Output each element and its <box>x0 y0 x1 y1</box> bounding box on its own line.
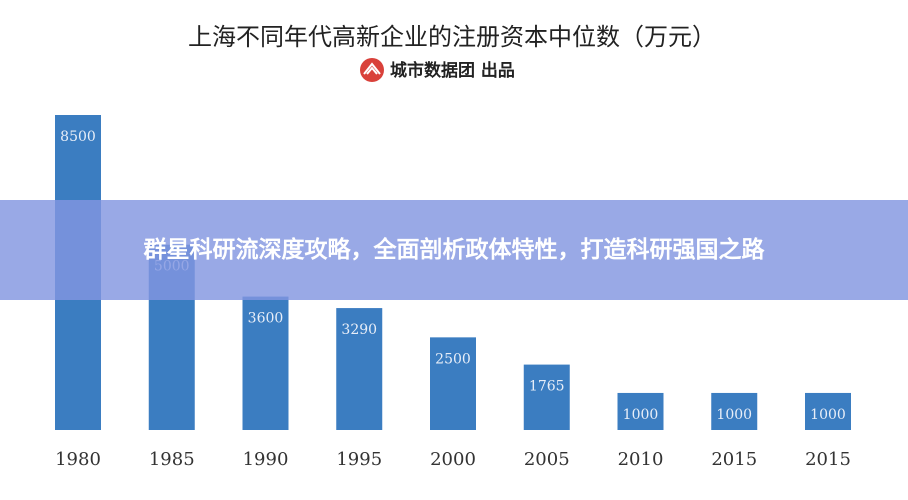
value-label: 3600 <box>248 311 284 327</box>
x-tick-label: 1985 <box>149 449 195 470</box>
x-tick-label: 2000 <box>430 449 476 470</box>
bar <box>336 308 383 430</box>
logo <box>360 58 384 82</box>
x-tick-label: 1990 <box>243 449 289 470</box>
value-label: 2500 <box>435 351 471 367</box>
overlay-banner: 群星科研流深度攻略，全面剖析政体特性，打造科研强国之路 <box>0 200 908 300</box>
overlay-text: 群星科研流深度攻略，全面剖析政体特性，打造科研强国之路 <box>143 237 765 263</box>
x-tick-label: 2015 <box>805 449 851 470</box>
x-tick-label: 2005 <box>524 449 570 470</box>
value-label: 3290 <box>341 322 377 338</box>
bar <box>711 392 758 430</box>
x-tick-label: 2010 <box>618 449 664 470</box>
x-tick-label: 1995 <box>336 449 382 470</box>
value-label: 8500 <box>60 129 96 145</box>
chart-subtitle: 城市数据团 出品 <box>390 60 515 81</box>
bar <box>805 392 851 430</box>
x-tick-label: 2015 <box>711 449 757 470</box>
value-label: 1000 <box>623 407 659 423</box>
value-label: 1000 <box>716 407 752 423</box>
bar <box>523 364 570 430</box>
bar <box>617 392 664 430</box>
x-tick-label: 1980 <box>55 449 101 470</box>
value-label: 1765 <box>529 379 565 395</box>
value-label: 1000 <box>810 407 846 423</box>
bar <box>430 337 476 430</box>
chart-title: 上海不同年代高新企业的注册资本中位数（万元） <box>188 23 716 51</box>
bar <box>242 296 289 430</box>
